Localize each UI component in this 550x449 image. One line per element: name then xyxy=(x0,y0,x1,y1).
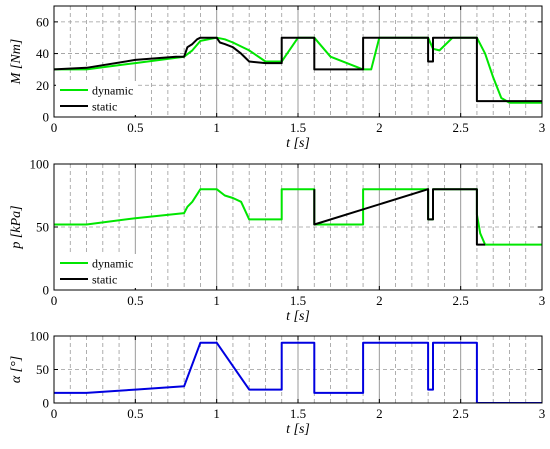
legend-box xyxy=(56,81,136,115)
y-tick-label: 50 xyxy=(36,220,49,235)
y-tick-label: 20 xyxy=(36,78,49,93)
x-tick-label: 0 xyxy=(51,120,58,135)
x-tick-label: 2 xyxy=(376,120,383,135)
x-tick-label: 0 xyxy=(51,406,58,421)
y-tick-label: 100 xyxy=(30,329,50,344)
y-axis-label: p [kPa] xyxy=(9,205,24,249)
legend-label-static: static xyxy=(92,100,117,114)
x-tick-label: 0 xyxy=(51,293,58,308)
x-tick-label: 2.5 xyxy=(453,293,469,308)
x-tick-label: 2.5 xyxy=(453,406,469,421)
y-axis-label: M [Nm] xyxy=(9,39,24,86)
x-tick-label: 3 xyxy=(539,406,546,421)
x-tick-label: 2 xyxy=(376,406,383,421)
panel-2: 0 0.5 1 1.5 2 2.5 3 0 50 100 t [s] p [kPa] dynamic st… xyxy=(9,157,545,325)
static-series-line xyxy=(54,36,542,103)
x-tick-label: 0.5 xyxy=(127,120,143,135)
y-tick-label: 0 xyxy=(43,396,50,411)
x-axis-label: t [s] xyxy=(286,309,310,324)
x-tick-label: 1 xyxy=(213,293,220,308)
panel-3: 0 0.5 1 1.5 2 2.5 3 0 50 100 t [s] α [°] xyxy=(9,329,545,438)
y-tick-label: 40 xyxy=(36,46,49,61)
x-axis-label: t [s] xyxy=(286,136,310,151)
x-tick-label: 3 xyxy=(539,293,546,308)
x-tick-label: 1 xyxy=(213,406,220,421)
x-tick-label: 1.5 xyxy=(290,120,306,135)
legend: dynamic static xyxy=(56,254,136,288)
legend-box xyxy=(56,254,136,288)
legend: dynamic static xyxy=(56,81,136,115)
x-tick-label: 1.5 xyxy=(290,406,306,421)
y-tick-label: 0 xyxy=(43,283,50,298)
x-tick-label: 2.5 xyxy=(453,120,469,135)
panel-1: 0 0.5 1 1.5 2 2.5 3 0 20 40 60 t [s] M [Nm] dynamic st… xyxy=(9,5,546,151)
x-tick-label: 2 xyxy=(376,293,383,308)
x-tick-label: 1 xyxy=(213,120,220,135)
legend-label-static: static xyxy=(92,273,117,287)
y-axis-label: α [°] xyxy=(9,356,24,383)
y-tick-label: 60 xyxy=(36,14,49,29)
legend-label-dynamic: dynamic xyxy=(92,84,133,98)
x-tick-label: 1.5 xyxy=(290,293,306,308)
y-tick-label: 100 xyxy=(30,157,50,172)
static-series-line xyxy=(313,188,486,246)
y-tick-label: 0 xyxy=(43,110,50,125)
x-tick-label: 3 xyxy=(539,120,546,135)
x-tick-label: 0.5 xyxy=(127,293,143,308)
x-axis-label: t [s] xyxy=(286,422,310,437)
alpha-series-line xyxy=(54,341,542,403)
x-tick-label: 0.5 xyxy=(127,406,143,421)
legend-label-dynamic: dynamic xyxy=(92,257,133,271)
y-tick-label: 50 xyxy=(36,362,49,377)
